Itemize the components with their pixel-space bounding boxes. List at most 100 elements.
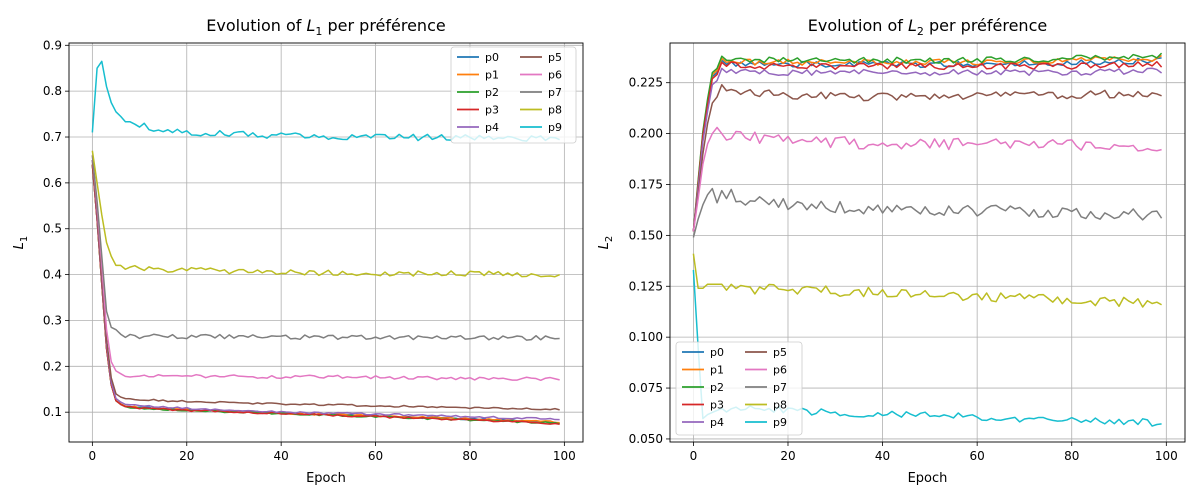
series-line-p7: [91, 155, 560, 341]
y-tick-label: 0.8: [43, 84, 62, 98]
series-line-p4: [91, 159, 560, 421]
series-line-p1: [692, 54, 1162, 232]
legend-label: p3: [485, 104, 499, 117]
series-line-p3: [91, 164, 560, 426]
legend-label: p4: [710, 416, 724, 429]
series-line-p5: [692, 83, 1162, 232]
legend-item-p5: p5: [520, 51, 562, 64]
y-tick-label: 0.075: [629, 381, 663, 395]
legend-box: [450, 46, 577, 144]
legend-item-p5: p5: [745, 346, 787, 359]
series-line-p7: [692, 187, 1163, 238]
legend-item-p6: p6: [745, 364, 787, 377]
legend-label: p1: [485, 69, 499, 82]
legend-item-p0: p0: [457, 51, 499, 64]
legend-item-p9: p9: [745, 416, 787, 429]
x-tick-label: 60: [368, 449, 383, 463]
y-tick-label: 0.175: [629, 177, 663, 191]
legend-item-p8: p8: [520, 104, 562, 117]
x-tick-label: 20: [179, 449, 194, 463]
legend-label: p8: [548, 104, 562, 117]
axes-frame: [669, 42, 1186, 443]
axes-frame: [68, 42, 584, 443]
legend-item-p0: p0: [682, 346, 724, 359]
legend-label: p5: [548, 51, 562, 64]
legend-box: [675, 341, 803, 436]
series-line-p3: [692, 60, 1163, 232]
y-tick-label: 0.2: [43, 359, 62, 373]
y-tick-label: 0.100: [629, 330, 663, 344]
x-tick-label: 80: [1064, 449, 1079, 463]
x-tick-label: 0: [690, 449, 698, 463]
y-tick-label: 0.125: [629, 279, 663, 293]
x-tick-label: 80: [462, 449, 477, 463]
series-group: [692, 52, 1163, 427]
y-tick-label: 0.150: [629, 228, 663, 242]
y-axis-label: L2: [597, 236, 615, 250]
series-line-p2: [91, 164, 560, 425]
legend-item-p2: p2: [682, 381, 724, 394]
chart-l2: 0 20 40 60 80 100 0.050 0.075 0.100 0.125 0.150 0.1…: [597, 16, 1186, 486]
chart-title: Evolution of L1 per préférence: [206, 16, 445, 38]
legend-label: p3: [710, 399, 724, 412]
series-line-p0: [91, 164, 560, 424]
x-tick-label: 40: [875, 449, 890, 463]
legend-item-p7: p7: [745, 381, 787, 394]
y-tick-label: 0.1: [43, 405, 62, 419]
x-tick-label: 60: [970, 449, 985, 463]
legend-item-p1: p1: [682, 364, 724, 377]
legend-label: p7: [773, 381, 787, 394]
series-line-p8: [91, 150, 560, 278]
legend-item-p4: p4: [682, 416, 724, 429]
chart-l1: 0 20 40 60 80 100 0.1 0.2 0.3 0.4 0.5 0.6 0.7 0.8 0.9 E…: [12, 16, 584, 486]
legend-item-p6: p6: [520, 69, 562, 82]
legend-item-p7: p7: [520, 86, 562, 99]
legend-label: p9: [773, 416, 787, 429]
legend-label: p8: [773, 399, 787, 412]
x-axis-label: Epoch: [306, 471, 346, 486]
legend: p0 p1 p2 p3 p4 p5 p6 p7 p8 p9: [450, 46, 577, 144]
y-tick-label: 0.200: [629, 127, 663, 141]
legend-item-p3: p3: [457, 104, 499, 117]
legend-item-p1: p1: [457, 69, 499, 82]
series-line-p5: [91, 159, 560, 411]
series-line-p8: [692, 253, 1162, 308]
x-tick-label: 0: [89, 449, 97, 463]
legend-label: p6: [548, 69, 562, 82]
chart-title: Evolution of L2 per préférence: [808, 16, 1047, 38]
legend: p0 p1 p2 p3 p4 p5 p6 p7 p8 p9: [675, 341, 803, 436]
legend-label: p5: [773, 346, 787, 359]
legend-item-p4: p4: [457, 121, 499, 134]
y-tick-label: 0.9: [43, 38, 62, 52]
legend-label: p0: [485, 51, 499, 64]
series-line-p1: [91, 164, 560, 424]
legend-label: p6: [773, 364, 787, 377]
y-tick-label: 0.225: [629, 76, 663, 90]
y-tick-label: 0.6: [43, 176, 62, 190]
y-axis-label: L1: [12, 236, 30, 250]
x-tick-label: 100: [553, 449, 576, 463]
legend-label: p2: [485, 86, 499, 99]
legend-label: p4: [485, 121, 499, 134]
series-line-p4: [692, 67, 1163, 232]
legend-label: p2: [710, 381, 724, 394]
x-axis-label: Epoch: [908, 471, 948, 486]
series-line-p6: [91, 155, 560, 382]
legend-item-p2: p2: [457, 86, 499, 99]
legend-label: p1: [710, 364, 724, 377]
series-line-p2: [692, 52, 1163, 232]
x-tick-label: 100: [1155, 449, 1178, 463]
y-tick-label: 0.4: [43, 268, 62, 282]
series-line-p6: [692, 126, 1162, 232]
x-tick-label: 20: [780, 449, 795, 463]
legend-label: p7: [548, 86, 562, 99]
legend-item-p9: p9: [520, 121, 562, 134]
y-tick-label: 0.5: [43, 222, 62, 236]
series-group: [91, 60, 560, 426]
y-tick-label: 0.3: [43, 313, 62, 327]
legend-label: p9: [548, 121, 562, 134]
y-tick-label: 0.7: [43, 130, 62, 144]
legend-item-p3: p3: [682, 399, 724, 412]
legend-item-p8: p8: [745, 399, 787, 412]
